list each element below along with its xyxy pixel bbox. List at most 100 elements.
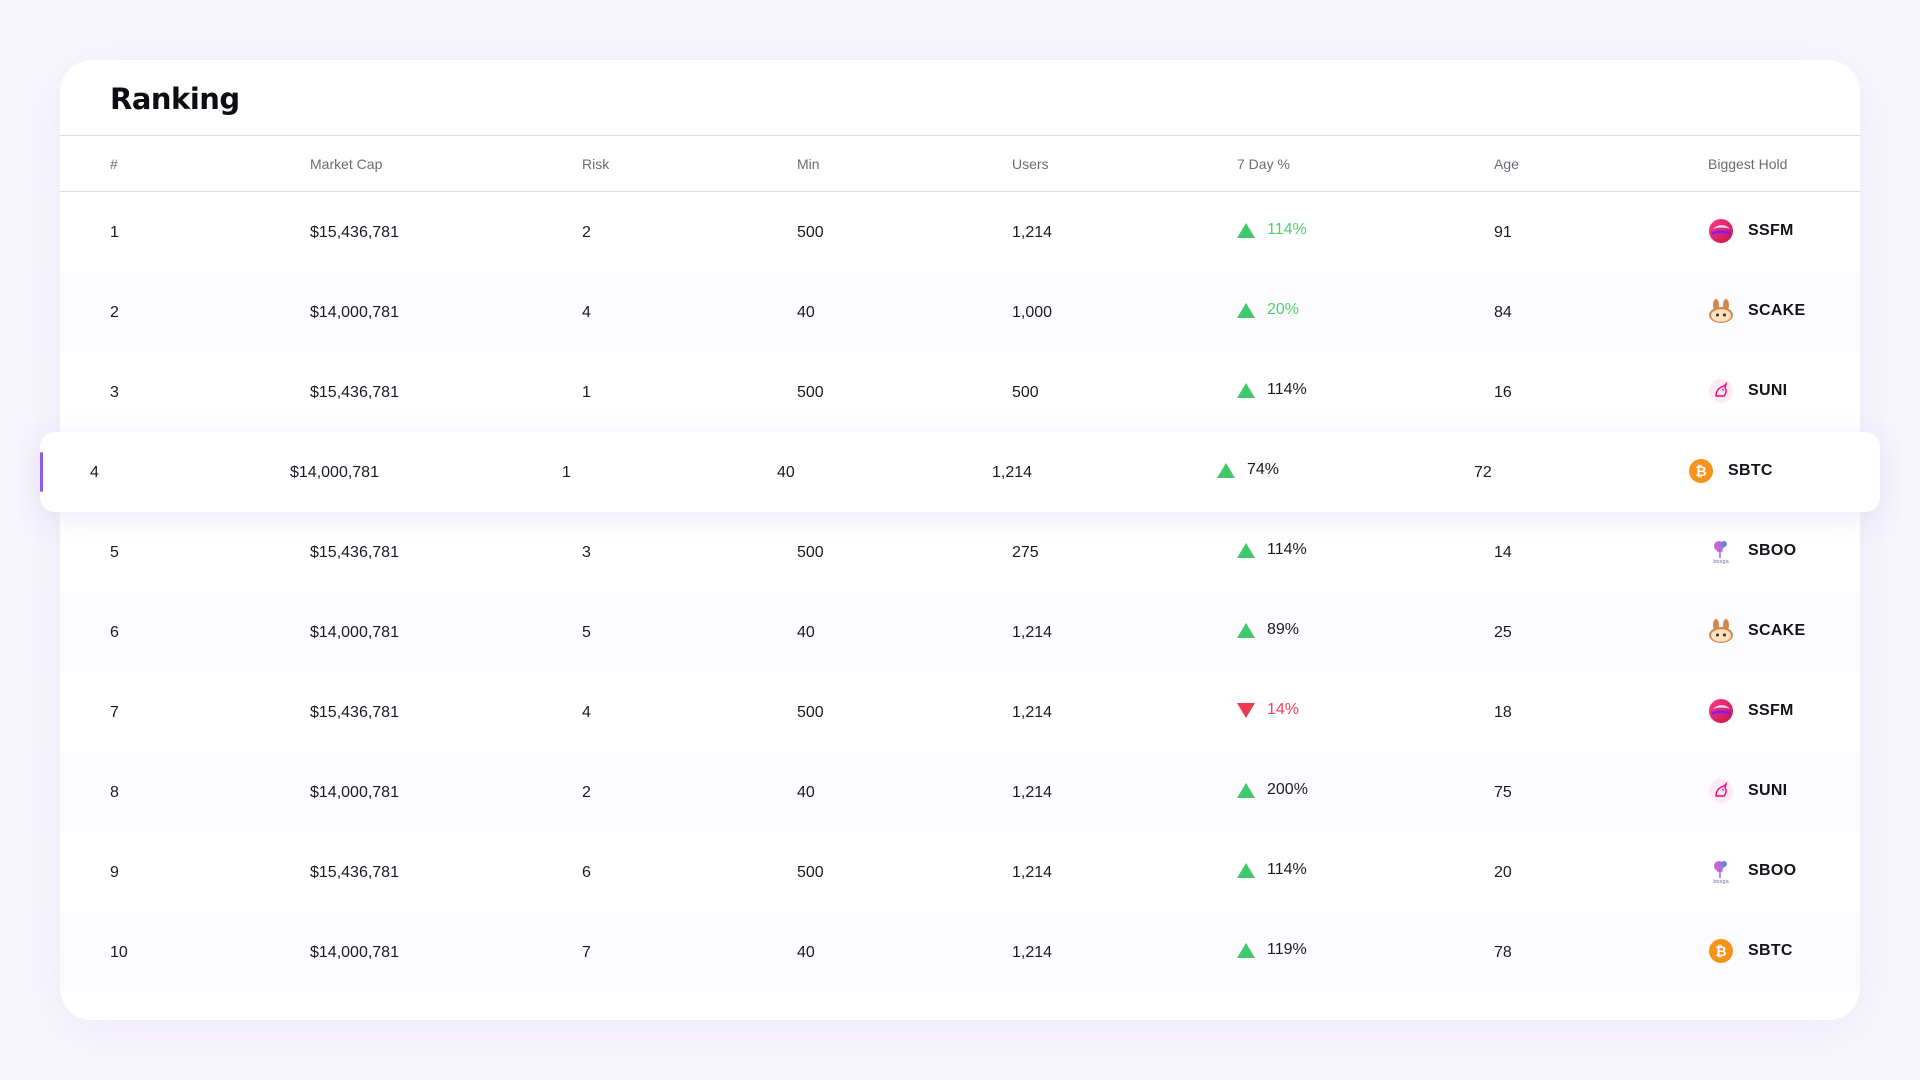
seven-day-cell: 114% bbox=[1237, 861, 1307, 879]
risk-cell: 2 bbox=[582, 224, 591, 241]
seven-day-value: 14% bbox=[1267, 701, 1300, 718]
seven-day-cell: 114% bbox=[1237, 541, 1307, 559]
biggest-hold-cell: SCAKE bbox=[1708, 298, 1806, 324]
seven-day-value: 114% bbox=[1267, 861, 1307, 878]
seven-day-cell: 114% bbox=[1237, 381, 1307, 399]
table-row[interactable]: 10 $14,000,781 7 40 1,214 119% 78 ₿ SBTC bbox=[60, 912, 1860, 992]
seven-day-value: 114% bbox=[1267, 381, 1307, 398]
rank-cell: 5 bbox=[110, 544, 119, 561]
token-symbol: SBTC bbox=[1748, 942, 1793, 959]
seven-day-value: 119% bbox=[1267, 941, 1307, 958]
users-cell: 275 bbox=[1012, 544, 1039, 561]
risk-cell: 4 bbox=[582, 304, 591, 321]
token-symbol: SBOO bbox=[1748, 862, 1797, 879]
svg-text:₿: ₿ bbox=[1695, 464, 1706, 480]
trend-up-icon bbox=[1237, 782, 1255, 798]
rank-cell: 1 bbox=[110, 224, 119, 241]
rank-cell: 8 bbox=[110, 784, 119, 801]
risk-cell: 5 bbox=[582, 624, 591, 641]
seven-day-value: 200% bbox=[1267, 781, 1308, 798]
table-row[interactable]: 3 $15,436,781 1 500 500 114% 16 SUNI bbox=[60, 352, 1860, 432]
token-symbol: SSFM bbox=[1748, 702, 1794, 719]
svg-text:booga: booga bbox=[1713, 879, 1729, 884]
biggest-hold-cell: booga SBOO bbox=[1708, 538, 1796, 564]
biggest-hold-cell: ₿ SBTC bbox=[1688, 458, 1773, 484]
biggest-hold-cell: SSFM bbox=[1708, 698, 1794, 724]
age-cell: 75 bbox=[1494, 784, 1512, 801]
age-cell: 78 bbox=[1494, 944, 1512, 961]
trend-up-icon bbox=[1237, 942, 1255, 958]
seven-day-cell: 200% bbox=[1237, 781, 1308, 799]
table-body: 1 $15,436,781 2 500 1,214 114% 91 SSFM 2 $14,000,… bbox=[40, 192, 1880, 992]
risk-cell: 4 bbox=[582, 704, 591, 721]
users-cell: 500 bbox=[1012, 384, 1039, 401]
users-cell: 1,214 bbox=[1012, 704, 1053, 721]
biggest-hold-cell: ₿ SBTC bbox=[1708, 938, 1793, 964]
market-cap-cell: $15,436,781 bbox=[310, 384, 399, 401]
table-row-selected[interactable]: 4 $14,000,781 1 40 1,214 74% 72 ₿ SBTC bbox=[40, 432, 1880, 512]
column-header-age[interactable]: Age bbox=[1494, 156, 1519, 172]
seven-day-value: 74% bbox=[1247, 461, 1280, 478]
table-row[interactable]: 7 $15,436,781 4 500 1,214 14% 18 SSFM bbox=[60, 672, 1860, 752]
table-row[interactable]: 6 $14,000,781 5 40 1,214 89% 25 SCAKE bbox=[60, 592, 1860, 672]
biggest-hold-cell: booga SBOO bbox=[1708, 858, 1796, 884]
users-cell: 1,214 bbox=[992, 464, 1033, 481]
table-header: # Market Cap Risk Min Users 7 Day % Age … bbox=[60, 136, 1860, 192]
boo-icon: booga bbox=[1708, 858, 1734, 884]
risk-cell: 7 bbox=[582, 944, 591, 961]
table-row[interactable]: 1 $15,436,781 2 500 1,214 114% 91 SSFM bbox=[60, 192, 1860, 272]
users-cell: 1,214 bbox=[1012, 224, 1053, 241]
table-row[interactable]: 2 $14,000,781 4 40 1,000 20% 84 SCAKE bbox=[60, 272, 1860, 352]
cake-bunny-icon bbox=[1708, 618, 1734, 644]
table-row[interactable]: 5 $15,436,781 3 500 275 114% 14 booga SBOO bbox=[60, 512, 1860, 592]
table-row[interactable]: 8 $14,000,781 2 40 1,214 200% 75 SUNI bbox=[60, 752, 1860, 832]
market-cap-cell: $15,436,781 bbox=[310, 864, 399, 881]
age-cell: 25 bbox=[1494, 624, 1512, 641]
column-header-rank[interactable]: # bbox=[110, 156, 118, 172]
ssfm-icon bbox=[1708, 218, 1734, 244]
trend-up-icon bbox=[1237, 222, 1255, 238]
seven-day-value: 114% bbox=[1267, 541, 1307, 558]
page-title: Ranking bbox=[110, 82, 240, 116]
token-symbol: SBOO bbox=[1748, 542, 1797, 559]
users-cell: 1,214 bbox=[1012, 784, 1053, 801]
rank-cell: 10 bbox=[110, 944, 128, 961]
risk-cell: 6 bbox=[582, 864, 591, 881]
market-cap-cell: $15,436,781 bbox=[310, 704, 399, 721]
age-cell: 16 bbox=[1494, 384, 1512, 401]
column-header-users[interactable]: Users bbox=[1012, 156, 1049, 172]
rank-cell: 9 bbox=[110, 864, 119, 881]
rank-cell: 7 bbox=[110, 704, 119, 721]
market-cap-cell: $14,000,781 bbox=[310, 784, 399, 801]
table-row[interactable]: 9 $15,436,781 6 500 1,214 114% 20 booga SBOO bbox=[60, 832, 1860, 912]
column-header-7-day[interactable]: 7 Day % bbox=[1237, 156, 1290, 172]
trend-down-icon bbox=[1237, 702, 1255, 718]
boo-icon: booga bbox=[1708, 538, 1734, 564]
token-symbol: SBTC bbox=[1728, 462, 1773, 479]
bitcoin-icon: ₿ bbox=[1688, 458, 1714, 484]
trend-up-icon bbox=[1237, 862, 1255, 878]
min-cell: 40 bbox=[797, 784, 815, 801]
column-header-market-cap[interactable]: Market Cap bbox=[310, 156, 383, 172]
rank-cell: 3 bbox=[110, 384, 119, 401]
users-cell: 1,214 bbox=[1012, 624, 1053, 641]
column-header-biggest-hold[interactable]: Biggest Hold bbox=[1708, 156, 1788, 172]
min-cell: 500 bbox=[797, 224, 824, 241]
biggest-hold-cell: SCAKE bbox=[1708, 618, 1806, 644]
card-header: Ranking bbox=[60, 60, 1860, 136]
seven-day-cell: 14% bbox=[1237, 701, 1299, 719]
column-header-risk[interactable]: Risk bbox=[582, 156, 610, 172]
users-cell: 1,214 bbox=[1012, 944, 1053, 961]
market-cap-cell: $14,000,781 bbox=[310, 304, 399, 321]
min-cell: 40 bbox=[777, 464, 795, 481]
token-symbol: SUNI bbox=[1748, 382, 1788, 399]
ranking-card: Ranking # Market Cap Risk Min Users 7 Da… bbox=[40, 60, 1880, 1020]
ssfm-icon bbox=[1708, 698, 1734, 724]
min-cell: 40 bbox=[797, 304, 815, 321]
market-cap-cell: $14,000,781 bbox=[310, 624, 399, 641]
seven-day-cell: 119% bbox=[1237, 941, 1307, 959]
selection-indicator bbox=[40, 452, 43, 492]
seven-day-cell: 74% bbox=[1217, 461, 1279, 479]
min-cell: 40 bbox=[797, 944, 815, 961]
column-header-min[interactable]: Min bbox=[797, 156, 820, 172]
